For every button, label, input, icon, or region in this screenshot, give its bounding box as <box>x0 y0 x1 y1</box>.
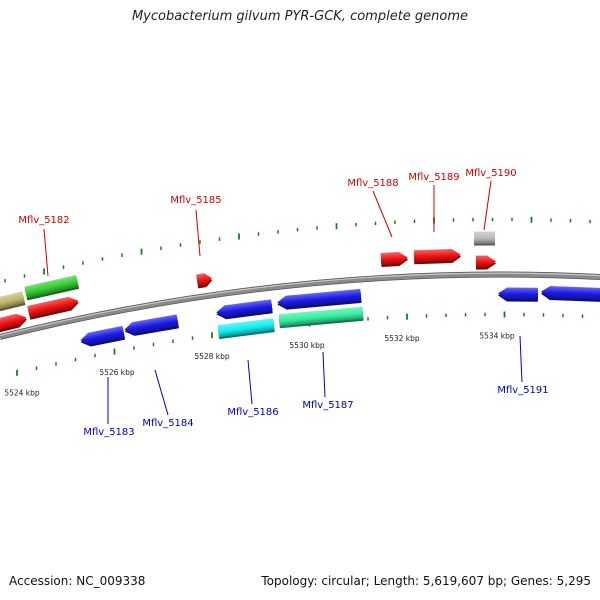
gene-feature-14 <box>277 288 362 310</box>
genome-backbone <box>0 271 600 340</box>
gene-features <box>0 231 600 347</box>
gene-feature-5 <box>196 273 213 289</box>
accession-label: Accession: NC_009338 <box>9 574 146 588</box>
gene-feature-7 <box>413 249 462 265</box>
gene-feature-15 <box>278 306 364 329</box>
gene-feature-16 <box>497 287 539 302</box>
backbone-line <box>0 272 600 340</box>
feature-body <box>80 325 125 345</box>
leader-line <box>519 335 523 383</box>
gene-label-mflv_5190[interactable]: Mflv_5190 <box>465 168 516 179</box>
feature-body <box>0 291 26 310</box>
scale-label: 5530 kbp <box>289 341 325 350</box>
backbone-highlight <box>0 272 600 337</box>
genome-title: Mycobacterium gilvum PYR-GCK, complete g… <box>131 9 469 24</box>
feature-body <box>27 296 79 318</box>
gene-feature-12 <box>216 299 273 320</box>
feature-body <box>217 318 275 338</box>
scale-label: 5526 kbp <box>99 368 135 377</box>
scale-label: 5528 kbp <box>194 352 230 361</box>
gene-label-mflv_5191[interactable]: Mflv_5191 <box>497 385 548 396</box>
leader-line <box>483 180 492 231</box>
feature-body <box>278 306 364 327</box>
leader-line <box>195 209 201 257</box>
gene-feature-13 <box>217 318 275 340</box>
feature-body <box>413 249 461 263</box>
scale-label: 5532 kbp <box>384 334 420 343</box>
leader-line <box>154 369 169 416</box>
leader-line <box>322 351 326 398</box>
leader-line <box>247 359 253 405</box>
label-leaders <box>43 180 523 424</box>
gene-feature-11 <box>124 314 179 336</box>
scale-label: 5524 kbp <box>4 389 40 398</box>
feature-body <box>216 299 273 318</box>
feature-body <box>475 255 496 268</box>
feature-body <box>0 313 27 331</box>
gene-label-mflv_5187[interactable]: Mflv_5187 <box>302 400 353 411</box>
leader-line <box>372 190 393 238</box>
feature-body <box>380 252 408 265</box>
feature-body <box>498 287 539 300</box>
gene-feature-4 <box>27 296 79 320</box>
gene-label-mflv_5188[interactable]: Mflv_5188 <box>347 178 398 189</box>
feature-body <box>196 273 212 287</box>
gene-feature-8 <box>473 231 496 246</box>
gene-feature-6 <box>380 252 409 267</box>
gene-feature-10 <box>80 325 126 347</box>
feature-body <box>541 285 600 300</box>
feature-body <box>473 231 496 244</box>
feature-body <box>277 288 362 308</box>
gene-feature-2 <box>24 275 80 301</box>
genome-summary: Topology: circular; Length: 5,619,607 bp… <box>261 574 591 588</box>
gene-label-mflv_5185[interactable]: Mflv_5185 <box>170 195 221 206</box>
gene-label-mflv_5182[interactable]: Mflv_5182 <box>18 215 69 226</box>
gene-label-mflv_5184[interactable]: Mflv_5184 <box>142 418 193 429</box>
gene-feature-1 <box>0 291 26 312</box>
gene-label-mflv_5183[interactable]: Mflv_5183 <box>83 427 134 438</box>
leader-line <box>43 228 49 277</box>
gene-labels: Mflv_5182 Mflv_5185 Mflv_5188 Mflv_5189 Mflv… <box>18 168 548 438</box>
gene-feature-3 <box>0 313 28 333</box>
gene-label-mflv_5189[interactable]: Mflv_5189 <box>408 172 459 183</box>
gene-feature-9 <box>475 255 497 270</box>
feature-body <box>24 275 79 299</box>
gene-feature-17 <box>540 285 600 302</box>
scale-label: 5534 kbp <box>479 332 515 341</box>
gene-label-mflv_5186[interactable]: Mflv_5186 <box>227 407 278 418</box>
feature-body <box>124 314 179 334</box>
scale-labels: 5524 kbp 5526 kbp 5528 kbp 5530 kbp 5532 kbp… <box>4 332 515 398</box>
